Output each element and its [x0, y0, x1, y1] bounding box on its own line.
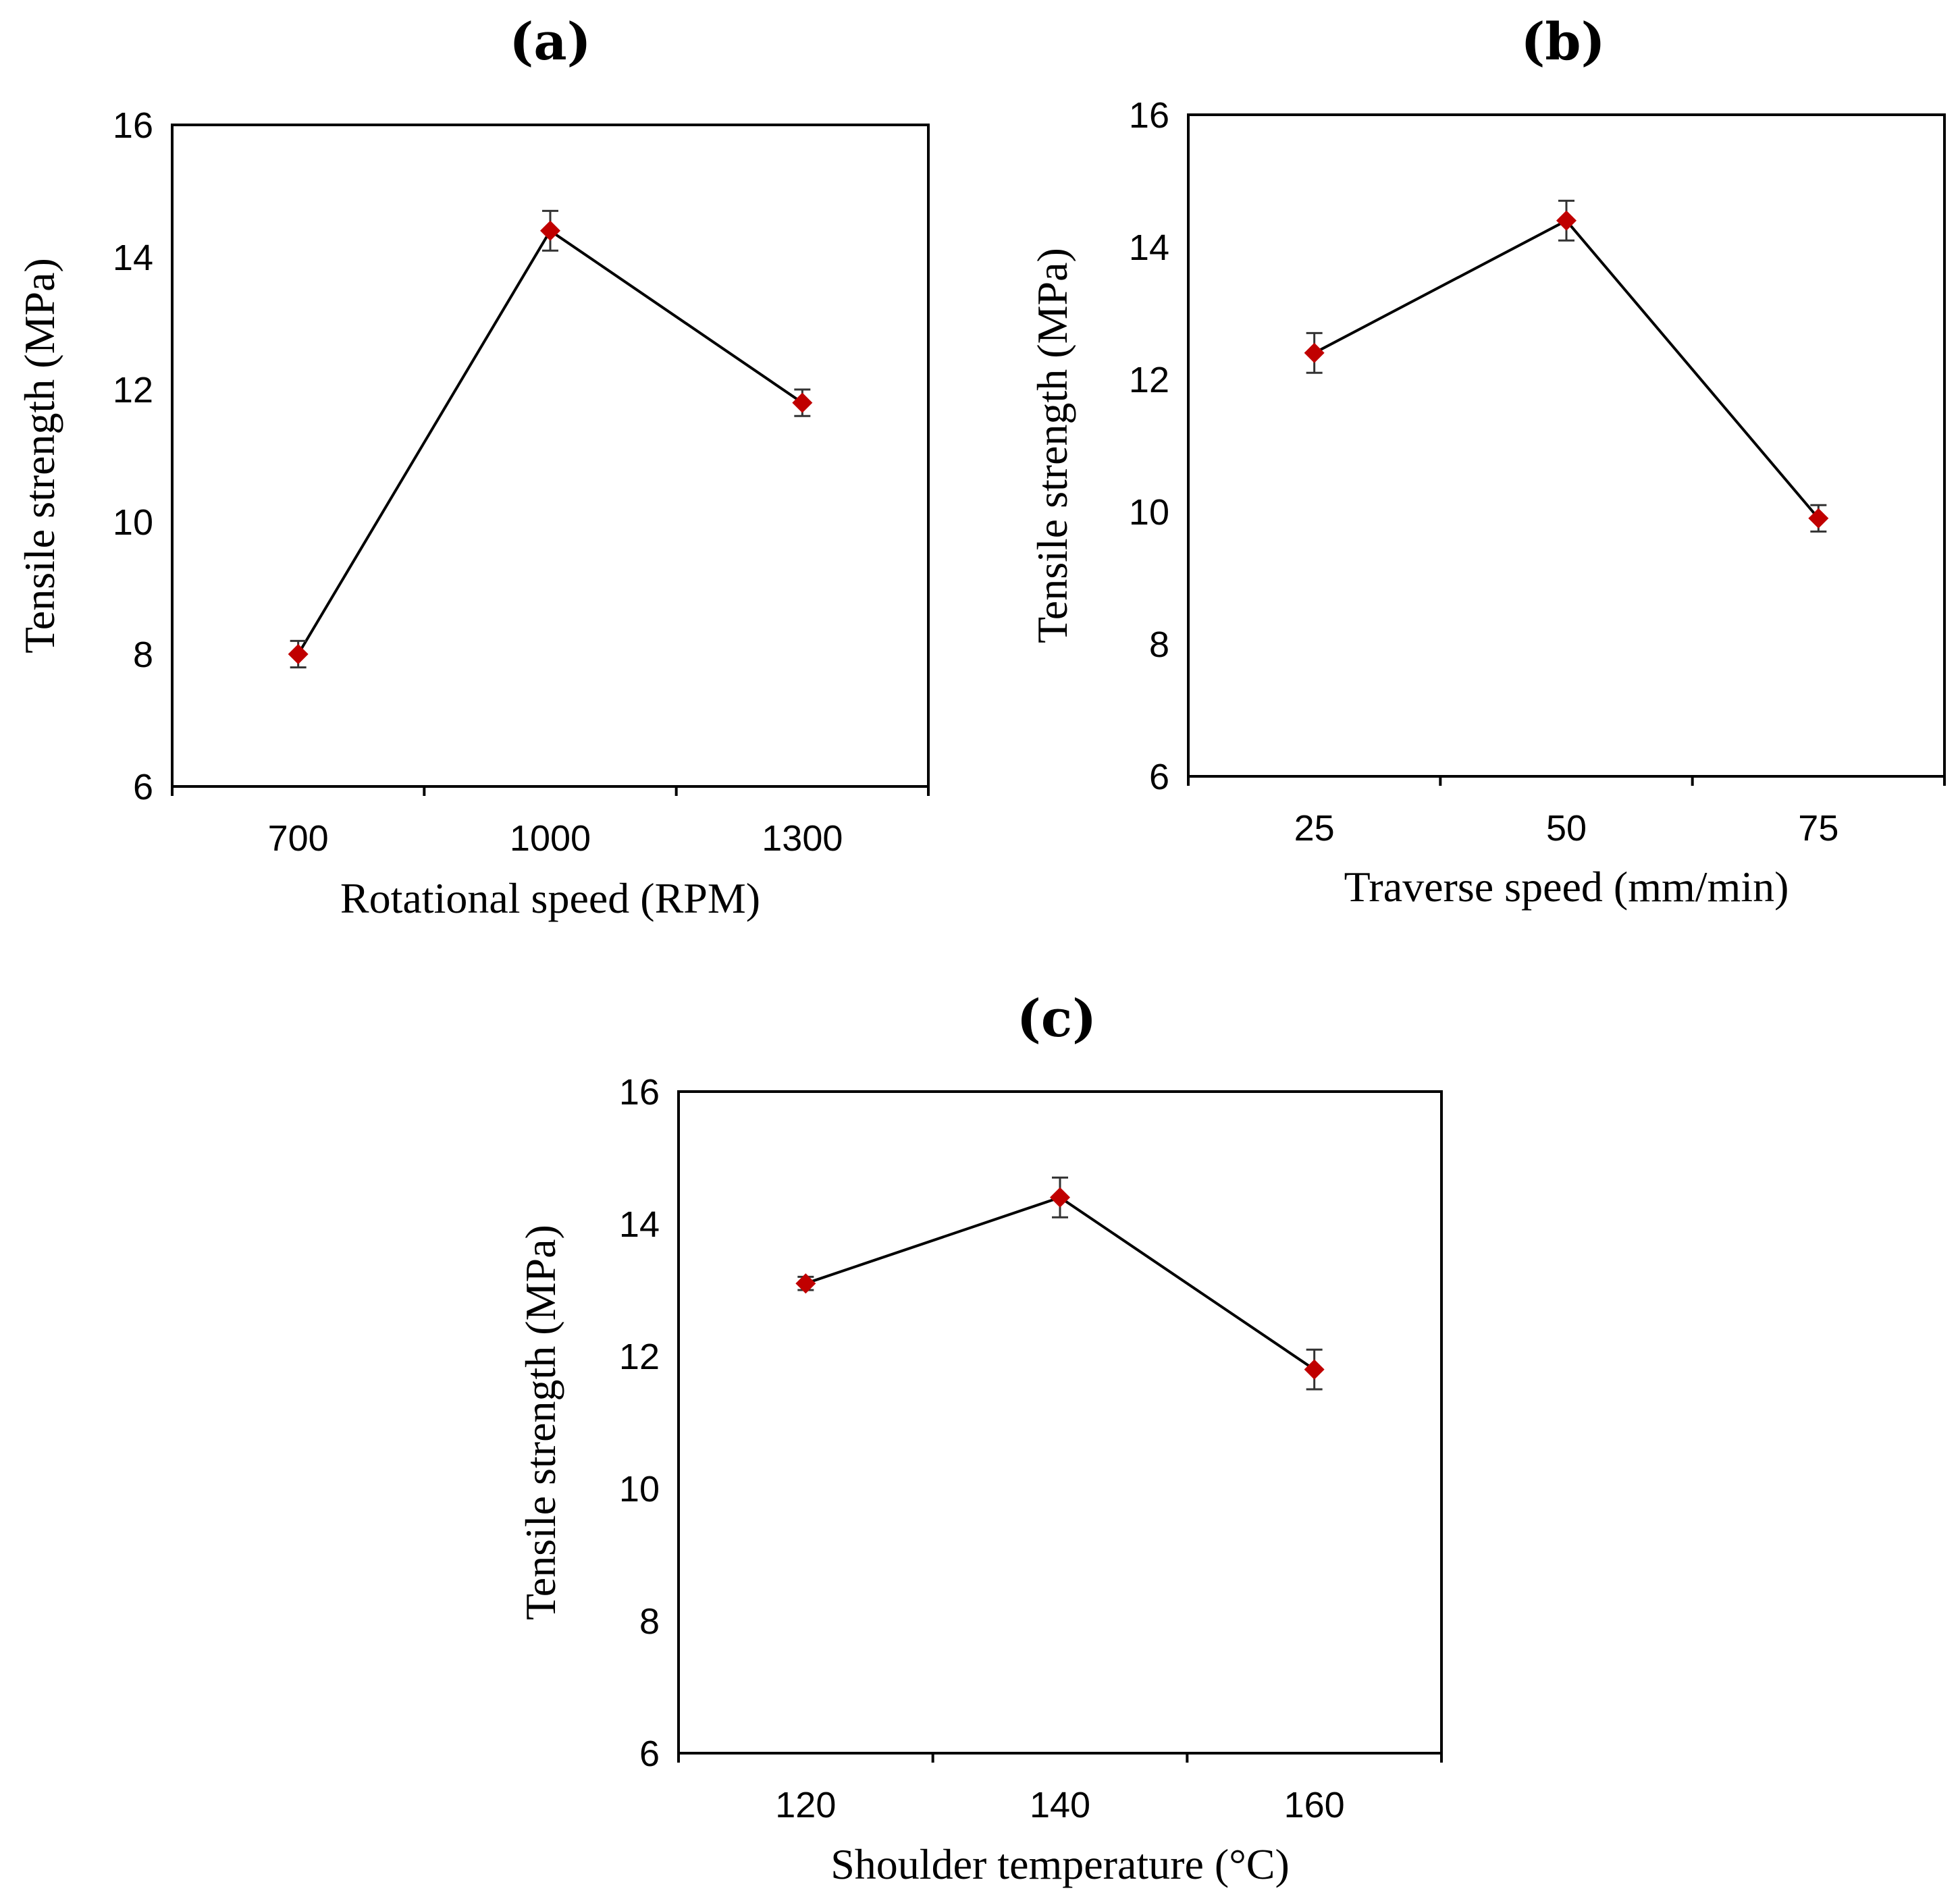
panel-a-y-tick-label: 14 — [113, 238, 153, 278]
panel-a-title: (a) — [509, 11, 591, 72]
panel-a-data-point — [288, 644, 309, 664]
panel-c-y-tick-label: 8 — [639, 1601, 660, 1642]
panel-b-title: (b) — [1520, 11, 1605, 72]
panel-a-series-line — [296, 228, 803, 655]
panel-b-plot-area — [1187, 113, 1946, 778]
panel-a-data-point — [540, 220, 560, 241]
panel-b-y-tick-label: 8 — [1149, 624, 1169, 665]
panel-b-y-tick-label: 6 — [1149, 757, 1169, 797]
panel-b-y-tick-label: 16 — [1129, 95, 1169, 136]
panel-c-y-axis-label: Tensile strength (MPa) — [517, 1225, 564, 1620]
panel-c-y-tick-label: 6 — [639, 1734, 660, 1774]
panel-b-y-tick-label: 10 — [1129, 492, 1169, 533]
panel-a-data-point — [792, 392, 813, 413]
panel-c-x-tick-label: 160 — [1284, 1785, 1345, 1825]
panel-c-y-tick-label: 14 — [619, 1204, 660, 1245]
panel-b: (b) 6 8 10 12 14 16 25 50 75 Traverse speed (mm… — [1028, 11, 1946, 911]
panel-c-y-tick-label: 10 — [619, 1469, 660, 1509]
panel-b-y-tick-label: 14 — [1129, 227, 1169, 268]
panel-a-x-tick-label: 700 — [268, 818, 329, 859]
panel-c-title: (c) — [1017, 988, 1096, 1048]
panel-b-x-axis-label: Traverse speed (mm/min) — [1344, 863, 1789, 911]
panel-c: (c) 6 8 10 12 14 16 120 140 160 Shoulder temper… — [517, 988, 1443, 1888]
panel-b-data-point — [1808, 508, 1829, 529]
panel-c-data-point — [795, 1273, 816, 1294]
panel-c-x-tick-label: 120 — [775, 1785, 836, 1825]
panel-a-y-tick-label: 12 — [113, 370, 153, 410]
panel-c-x-axis-label: Shoulder temperature (°C) — [830, 1840, 1290, 1888]
panel-c-plot-area — [677, 1090, 1443, 1755]
panel-b-x-tick-label: 25 — [1294, 808, 1335, 849]
panel-c-data-point — [1304, 1359, 1325, 1380]
panel-a-x-axis-label: Rotational speed (RPM) — [340, 874, 760, 922]
panel-a-y-axis-label: Tensile strength (MPa) — [16, 258, 63, 653]
panel-c-y-tick-label: 12 — [619, 1337, 660, 1377]
panel-a-x-tick-label: 1300 — [762, 818, 843, 859]
panel-c-x-tick-label: 140 — [1030, 1785, 1090, 1825]
panel-b-x-tick-label: 75 — [1798, 808, 1838, 849]
panel-a: (a) 6 8 10 12 14 16 700 1000 1300 Rotational sp… — [16, 11, 930, 922]
panel-b-series-line — [1313, 219, 1820, 520]
panel-a-y-tick-label: 16 — [113, 105, 153, 146]
panel-a-plot-area — [171, 124, 930, 788]
panel-c-y-tick-label: 16 — [619, 1072, 660, 1113]
panel-a-y-tick-label: 6 — [133, 767, 153, 807]
panel-a-x-tick-label: 1000 — [510, 818, 591, 859]
panel-c-series-line — [805, 1196, 1315, 1371]
panel-b-data-point — [1556, 210, 1577, 231]
panel-a-y-tick-label: 10 — [113, 502, 153, 543]
panel-b-x-tick-label: 50 — [1546, 808, 1587, 849]
panel-c-data-point — [1050, 1187, 1070, 1208]
panel-b-y-axis-label: Tensile strength (MPa) — [1028, 248, 1076, 643]
panel-b-y-tick-label: 12 — [1129, 360, 1169, 400]
panel-a-y-tick-label: 8 — [133, 635, 153, 675]
panel-b-data-point — [1304, 342, 1325, 363]
